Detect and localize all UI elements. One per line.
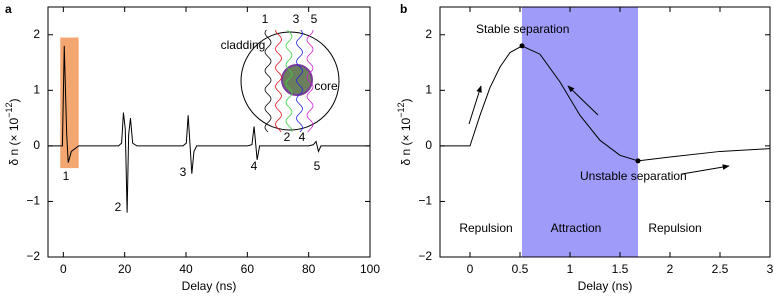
y-axis-title-exponent: −12: [396, 103, 406, 118]
arrow: [681, 164, 730, 175]
y-tick-label: −2: [418, 249, 432, 263]
panel-label: b: [400, 2, 407, 16]
x-tick-label: 3: [767, 262, 774, 276]
x-tick-label: 0: [467, 262, 474, 276]
y-axis-title-close: ): [399, 99, 413, 103]
y-axis-title-base: δ n (× 10: [399, 117, 413, 165]
y-tick-label: −1: [418, 194, 432, 208]
x-tick-label: 1: [567, 262, 574, 276]
plot-frame: [439, 6, 771, 258]
data-line: [440, 45, 771, 162]
region-label: Repulsion: [459, 221, 512, 235]
y-tick-label: −2: [26, 249, 40, 263]
y-axis-title-exponent: −12: [4, 103, 14, 118]
x-tick-label: 2.5: [712, 262, 729, 276]
fiber-wave: [296, 29, 303, 133]
region-label: Repulsion: [648, 221, 701, 235]
inset-label: 4: [299, 130, 306, 144]
x-tick-label: 20: [118, 262, 132, 276]
y-tick-label: 2: [425, 27, 432, 41]
x-tick-label: 60: [241, 262, 255, 276]
x-tick-label: 0.5: [512, 262, 529, 276]
fiber-wave: [285, 29, 293, 133]
y-tick-label: 0: [33, 138, 40, 152]
inset-label: 3: [293, 12, 300, 26]
y-axis-title-base: δ n (× 10: [7, 117, 21, 165]
y-axis-title: δ n (× 10−12): [396, 99, 413, 166]
core-label: core: [314, 79, 338, 93]
point-label: Stable separation: [476, 22, 569, 36]
x-tick-label: 0: [60, 262, 67, 276]
x-tick-label: 40: [179, 262, 193, 276]
panel-label: a: [5, 2, 12, 16]
equilibrium-point: [519, 43, 525, 49]
core-circle: [281, 64, 313, 96]
arrow: [567, 85, 599, 116]
data-line: [48, 45, 370, 213]
x-tick-label: 2: [667, 262, 674, 276]
pulse-label: 1: [63, 169, 70, 183]
fiber-wave: [275, 29, 282, 133]
point-label: Unstable separation: [580, 169, 687, 183]
arrow: [468, 85, 482, 125]
pulse-label: 2: [115, 200, 122, 214]
y-axis-title-close: ): [7, 99, 21, 103]
y-tick-label: 2: [33, 27, 40, 41]
y-tick-label: 1: [33, 83, 40, 97]
fiber-wave: [306, 29, 314, 133]
x-axis-title: Delay (ns): [578, 279, 633, 293]
pulse-label: 3: [180, 165, 187, 179]
x-axis-title: Delay (ns): [182, 279, 237, 293]
pulse-label: 5: [314, 159, 321, 173]
x-tick-label: 100: [360, 262, 380, 276]
inset-label: 5: [311, 12, 318, 26]
y-tick-label: 1: [425, 83, 432, 97]
region-label: Attraction: [551, 221, 602, 235]
arrows: [468, 85, 730, 175]
cladding-label: cladding: [221, 38, 266, 52]
y-tick-label: −1: [26, 194, 40, 208]
inset-label: 1: [262, 12, 269, 26]
pulse-label: 4: [251, 159, 258, 173]
shaded-region: [522, 7, 638, 257]
x-tick-label: 1.5: [612, 262, 629, 276]
fiber-wave: [264, 29, 272, 133]
equilibrium-point: [635, 158, 641, 164]
y-tick-label: 0: [425, 138, 432, 152]
inset-label: 2: [284, 130, 291, 144]
y-axis-title: δ n (× 10−12): [4, 99, 21, 166]
plot-frame: [47, 6, 371, 258]
x-tick-label: 80: [302, 262, 316, 276]
